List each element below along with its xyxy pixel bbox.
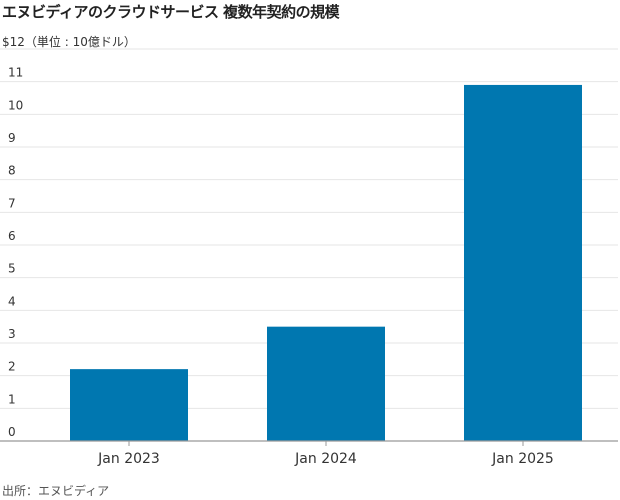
y-tick-label-2: 2 [8,360,16,374]
y-tick-label-10: 10 [8,98,23,112]
axes [0,440,618,446]
axis-labels: 0 1 2 3 4 5 6 7 8 9 10 11 $12（単位 : 10億ドル） Jan 2023 Jan… [2,34,554,467]
bar-jan-2025 [464,84,582,441]
y-tick-label-4: 4 [8,294,16,308]
y-tick-label-9: 9 [8,131,16,145]
bar-jan-2024 [267,326,385,441]
x-tick-label-1: Jan 2024 [294,451,357,467]
y-tick-label-7: 7 [8,196,16,210]
y-unit-label: $12（単位 : 10億ドル） [2,34,136,49]
y-tick-label-5: 5 [8,262,16,276]
bar-jan-2023 [70,369,188,441]
y-tick-label-3: 3 [8,327,16,341]
chart-title: エヌビディアのクラウドサービス 複数年契約の規模 [2,3,340,21]
y-tick-label-8: 8 [8,164,16,178]
y-tick-label-11: 11 [8,66,23,80]
x-tick-label-0: Jan 2023 [97,451,160,467]
bars [70,84,582,441]
y-tick-label-0: 0 [8,425,16,439]
x-tick-label-2: Jan 2025 [491,451,554,467]
y-tick-label-1: 1 [8,392,16,406]
y-tick-label-6: 6 [8,229,16,243]
source-note: 出所：エヌビディア [2,484,110,498]
